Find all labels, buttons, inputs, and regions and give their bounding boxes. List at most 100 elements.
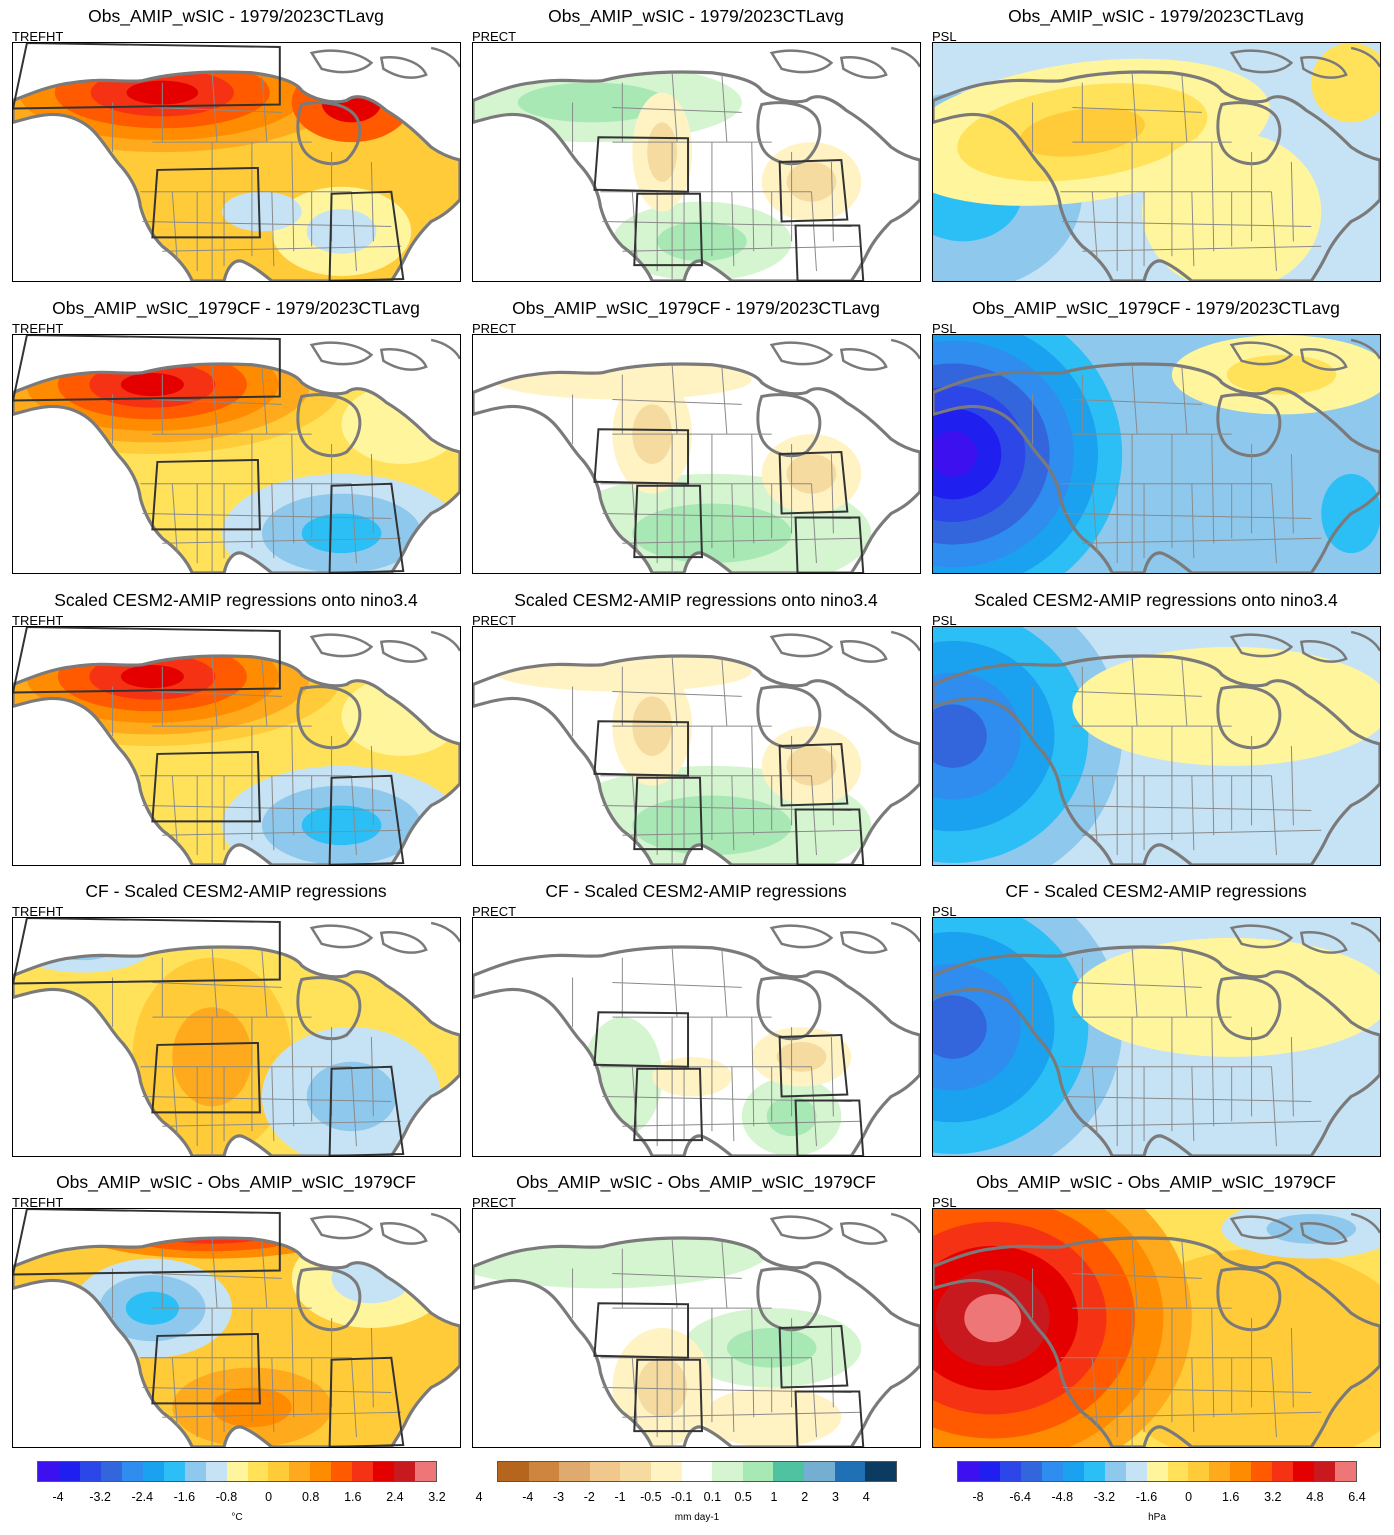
colorbar-swatch xyxy=(978,1462,1000,1481)
variable-label: PRECT xyxy=(472,321,517,336)
map-field xyxy=(473,46,920,281)
colorbar-tick-label: 1.6 xyxy=(1221,1490,1240,1504)
colorbar-swatch xyxy=(247,1462,269,1481)
colorbar-tick-label: 0.5 xyxy=(734,1490,752,1504)
colorbar-tick-label: 0.1 xyxy=(703,1490,722,1504)
map-field xyxy=(473,338,920,573)
colorbar-swatch xyxy=(352,1462,374,1481)
variable-label: PSL xyxy=(932,1195,957,1210)
map-field xyxy=(13,918,460,1156)
panel-title: Obs_AMIP_wSIC - Obs_AMIP_wSIC_1979CF xyxy=(976,1172,1336,1192)
colorbar-swatch xyxy=(498,1462,529,1481)
map-field xyxy=(13,335,460,573)
colorbar-swatch xyxy=(121,1462,143,1481)
panel-title: Obs_AMIP_wSIC - Obs_AMIP_wSIC_1979CF xyxy=(56,1172,416,1192)
map-field xyxy=(933,43,1380,281)
colorbar-tick-label: -6.4 xyxy=(1009,1490,1031,1504)
map-field xyxy=(473,630,920,865)
map-panel xyxy=(472,1208,921,1448)
map-field xyxy=(473,1212,920,1447)
colorbar-tick-label: -4 xyxy=(52,1490,64,1504)
colorbar-swatch xyxy=(804,1462,835,1481)
map-panel xyxy=(932,917,1381,1157)
colorbar-unit-label: hPa xyxy=(1148,1512,1166,1523)
colorbar-swatch xyxy=(58,1462,80,1481)
panel-title: Obs_AMIP_wSIC - Obs_AMIP_wSIC_1979CF xyxy=(516,1172,876,1192)
panel-title: Obs_AMIP_wSIC - 1979/2023CTLavg xyxy=(548,6,844,26)
variable-label: TREFHT xyxy=(12,29,64,44)
colorbar-swatch xyxy=(1083,1462,1105,1481)
map-panel xyxy=(472,334,921,574)
colorbar-unit-label: °C xyxy=(231,1512,243,1523)
colorbar-tick-label: -1.6 xyxy=(173,1490,196,1504)
map-panel xyxy=(472,42,921,282)
panel-title: Scaled CESM2-AMIP regressions onto nino3… xyxy=(54,590,418,610)
colorbar-tick-label: 3.2 xyxy=(1264,1490,1282,1504)
panel-title: CF - Scaled CESM2-AMIP regressions xyxy=(545,881,847,901)
map-panel xyxy=(472,626,921,866)
variable-label: TREFHT xyxy=(12,1195,64,1210)
map-panel xyxy=(932,626,1381,866)
colorbar-swatch xyxy=(1272,1462,1294,1481)
colorbar-swatch xyxy=(681,1462,713,1481)
colorbar-swatch xyxy=(1041,1462,1063,1481)
colorbar-tick-label: -4 xyxy=(522,1490,534,1504)
colorbar-tick-label: -1.6 xyxy=(1135,1490,1158,1504)
colorbar-tick-label: -4.8 xyxy=(1051,1490,1074,1504)
colorbar-tick-label: 2.4 xyxy=(386,1490,404,1504)
colorbar-swatch xyxy=(1020,1462,1042,1481)
map-field xyxy=(933,335,1380,573)
colorbar-tick-label: -2 xyxy=(583,1490,595,1504)
panel-title: CF - Scaled CESM2-AMIP regressions xyxy=(85,881,387,901)
colorbar-tick-label: 4 xyxy=(862,1490,870,1504)
map-panel xyxy=(472,917,921,1157)
colorbar-swatch xyxy=(528,1462,560,1481)
panel-title: CF - Scaled CESM2-AMIP regressions xyxy=(1005,881,1307,901)
colorbar-swatch xyxy=(1293,1462,1315,1481)
colorbar-swatch xyxy=(1062,1462,1084,1481)
colorbar-swatches xyxy=(957,1461,1357,1482)
map-field xyxy=(933,918,1380,1156)
colorbar-swatch xyxy=(184,1462,206,1481)
panel-title: Scaled CESM2-AMIP regressions onto nino3… xyxy=(514,590,878,610)
variable-label: PSL xyxy=(932,29,957,44)
variable-label: PRECT xyxy=(472,904,517,919)
colorbar-tick-label: -0.5 xyxy=(640,1490,662,1504)
colorbar-swatch xyxy=(834,1462,866,1481)
colorbar-swatch xyxy=(999,1462,1021,1481)
map-panel xyxy=(932,42,1381,282)
colorbar-swatch xyxy=(205,1462,227,1481)
map-field xyxy=(933,1209,1380,1447)
variable-label: TREFHT xyxy=(12,613,64,628)
panel-title: Obs_AMIP_wSIC_1979CF - 1979/2023CTLavg xyxy=(52,298,420,318)
colorbar-tick-label: -3 xyxy=(552,1490,565,1504)
colorbar-tick-label: -0.1 xyxy=(670,1490,693,1504)
colorbar-swatches xyxy=(497,1461,897,1482)
colorbar-swatch xyxy=(1230,1462,1252,1481)
colorbar-tick-label: 0 xyxy=(265,1490,273,1504)
colorbar-swatch xyxy=(310,1462,332,1481)
map-panel xyxy=(12,626,461,866)
colorbar-tick-label: 2 xyxy=(801,1490,809,1504)
colorbar-swatch xyxy=(1251,1462,1273,1481)
colorbar-swatch xyxy=(394,1462,416,1481)
colorbar-swatch xyxy=(373,1462,395,1481)
colorbar-tick-label: -1 xyxy=(614,1490,626,1504)
map-panel xyxy=(12,917,461,1157)
map-panel xyxy=(12,334,461,574)
colorbar-swatch xyxy=(100,1462,122,1481)
variable-label: PRECT xyxy=(472,1195,517,1210)
colorbar-tick-label: -3.2 xyxy=(1093,1490,1116,1504)
colorbar-tick-label: 0 xyxy=(1185,1490,1193,1504)
colorbar-swatch xyxy=(331,1462,353,1481)
map-field xyxy=(13,43,460,281)
map-field xyxy=(933,627,1380,865)
colorbar-swatch xyxy=(415,1462,437,1481)
colorbar-swatch xyxy=(38,1462,59,1481)
map-panel xyxy=(12,1208,461,1448)
map-panel xyxy=(932,334,1381,574)
colorbar-tick-label: 4 xyxy=(475,1490,483,1504)
colorbar-swatch xyxy=(1314,1462,1336,1481)
panel-title: Obs_AMIP_wSIC - 1979/2023CTLavg xyxy=(88,6,384,26)
colorbar-swatch xyxy=(1125,1462,1147,1481)
